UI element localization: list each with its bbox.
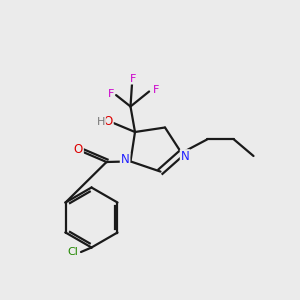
Text: F: F [130, 74, 137, 84]
Text: O: O [103, 115, 113, 128]
Text: H: H [97, 117, 105, 127]
Text: F: F [107, 88, 114, 99]
Text: Cl: Cl [68, 247, 78, 257]
Text: N: N [121, 153, 130, 167]
Text: F: F [152, 85, 159, 95]
Text: N: N [181, 150, 190, 163]
Text: O: O [74, 142, 83, 156]
